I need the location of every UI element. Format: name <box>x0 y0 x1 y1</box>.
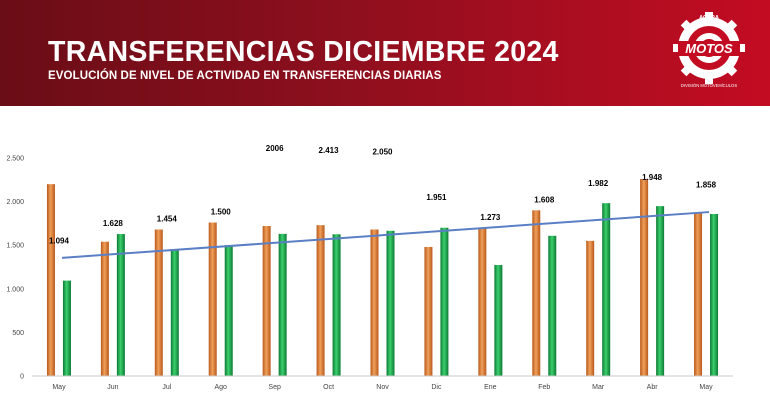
data-label: 1.628 <box>103 219 124 228</box>
bar-previous-year <box>208 222 217 376</box>
data-label: 2.413 <box>319 146 340 155</box>
page-title: TRANSFERENCIAS DICIEMBRE 2024 <box>48 36 559 68</box>
data-label: 1.948 <box>642 173 663 182</box>
y-tick-label: 1.000 <box>6 286 24 293</box>
data-label: 1.608 <box>534 195 555 204</box>
bar-previous-year <box>316 225 325 376</box>
bar-previous-year <box>640 178 649 376</box>
acara-motos-logo: ACARA MOTOS DIVISIÓN MOTOVEHÍCULOS <box>673 12 745 88</box>
x-tick-label: Abr <box>647 384 659 391</box>
bar-current-year <box>116 234 125 376</box>
bar-previous-year <box>46 184 55 376</box>
x-tick-label: Mar <box>592 384 605 391</box>
page-subtitle: EVOLUCIÓN DE NIVEL DE ACTIVIDAD EN TRANS… <box>48 70 442 82</box>
bar-previous-year <box>478 227 487 376</box>
bar-previous-year <box>262 226 271 376</box>
transfer-bar-chart: 0 500 1.000 1.500 2.000 2.500 1.094 1.628 1.454… <box>6 144 733 391</box>
x-tick-label: Ago <box>214 384 227 391</box>
bar-current-year <box>602 203 611 376</box>
bar-current-year <box>386 230 395 376</box>
x-tick-label: Dic <box>431 384 442 391</box>
bar-previous-year <box>154 229 163 376</box>
y-tick-label: 2.000 <box>6 199 24 206</box>
data-label: 1.454 <box>157 215 178 224</box>
data-label: 1.273 <box>480 213 501 222</box>
x-tick-label: Nov <box>376 384 389 391</box>
x-tick-label: May <box>699 384 713 391</box>
bar-current-year <box>440 227 449 376</box>
y-tick-label: 500 <box>12 330 24 337</box>
y-tick-label: 0 <box>20 374 24 381</box>
y-tick-label: 2.500 <box>6 156 24 163</box>
data-label: 1.982 <box>588 179 609 188</box>
bar-previous-year <box>424 246 433 376</box>
bar-current-year <box>170 249 179 376</box>
bar-current-year <box>548 235 557 376</box>
bar-previous-year <box>532 210 541 376</box>
bar-previous-year <box>694 212 703 376</box>
data-label: 1.858 <box>696 181 717 190</box>
bar-previous-year <box>586 240 595 376</box>
x-tick-label: Oct <box>323 384 334 391</box>
logo-top-text: ACARA <box>699 15 719 21</box>
header-banner <box>0 0 770 106</box>
bar-current-year <box>224 245 233 376</box>
y-tick-label: 1.500 <box>6 243 24 250</box>
data-label: 2.050 <box>372 148 393 157</box>
trend-line <box>61 211 710 259</box>
bar-current-year <box>278 233 287 376</box>
logo-main-text: MOTOS <box>685 41 733 56</box>
bar-current-year <box>62 280 71 376</box>
bar-previous-year <box>370 229 379 376</box>
data-label: 1.094 <box>49 237 70 246</box>
bar-current-year <box>656 206 665 376</box>
logo-bottom-text: DIVISIÓN MOTOVEHÍCULOS <box>681 83 737 88</box>
data-label: 1.951 <box>426 193 447 202</box>
x-tick-label: Sep <box>268 384 281 391</box>
x-tick-label: Jun <box>107 384 118 391</box>
data-label: 2006 <box>266 144 284 153</box>
bar-current-year <box>710 213 719 376</box>
x-tick-label: Ene <box>484 384 497 391</box>
data-label: 1.500 <box>211 208 232 217</box>
x-tick-label: Feb <box>538 384 550 391</box>
bar-current-year <box>494 264 503 376</box>
bar-previous-year <box>100 241 109 376</box>
bar-current-year <box>332 234 341 376</box>
x-tick-label: Jul <box>162 384 171 391</box>
x-tick-label: May <box>52 384 66 391</box>
